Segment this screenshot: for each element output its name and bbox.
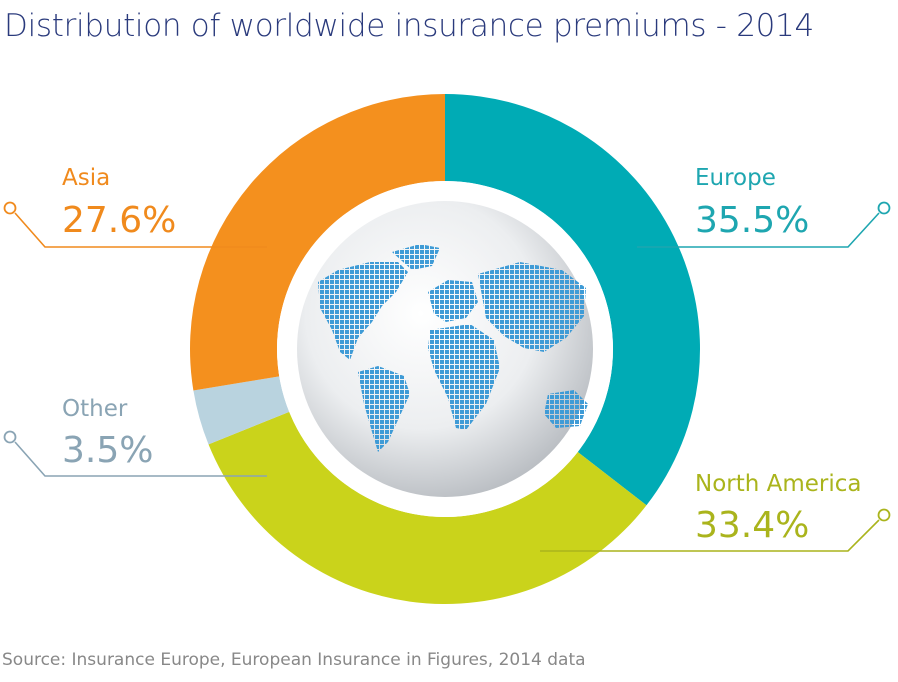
label-value-asia: 27.6% — [62, 200, 176, 241]
label-name-other: Other — [62, 396, 128, 422]
label-name-north-america: North America — [695, 471, 862, 497]
leader-dot-north-america — [877, 508, 891, 522]
slice-europe — [445, 94, 701, 506]
label-connectors — [3, 201, 891, 552]
donut-slices — [189, 94, 701, 605]
world-map-globe-icon — [277, 181, 613, 517]
chart-title: Distribution of worldwide insurance prem… — [4, 8, 814, 44]
label-name-asia: Asia — [62, 165, 110, 191]
label-name-europe: Europe — [695, 165, 776, 191]
slice-other — [193, 376, 290, 445]
leader-dot-other — [3, 430, 17, 444]
label-value-north-america: 33.4% — [695, 505, 809, 546]
slice-labels: Europe 35.5% North America 33.4% Other 3.5% As… — [62, 165, 862, 546]
slice-north-america — [208, 411, 647, 605]
leader-dot-asia — [3, 201, 17, 215]
label-value-europe: 35.5% — [695, 200, 809, 241]
label-value-other: 3.5% — [62, 430, 153, 471]
leader-line-other — [14, 441, 267, 477]
slice-asia — [189, 94, 445, 391]
source-note: Source: Insurance Europe, European Insur… — [2, 650, 586, 670]
leader-dot-europe — [877, 201, 891, 215]
leader-line-asia — [14, 212, 267, 248]
leader-line-north-america — [540, 519, 880, 552]
leader-line-europe — [637, 212, 880, 248]
